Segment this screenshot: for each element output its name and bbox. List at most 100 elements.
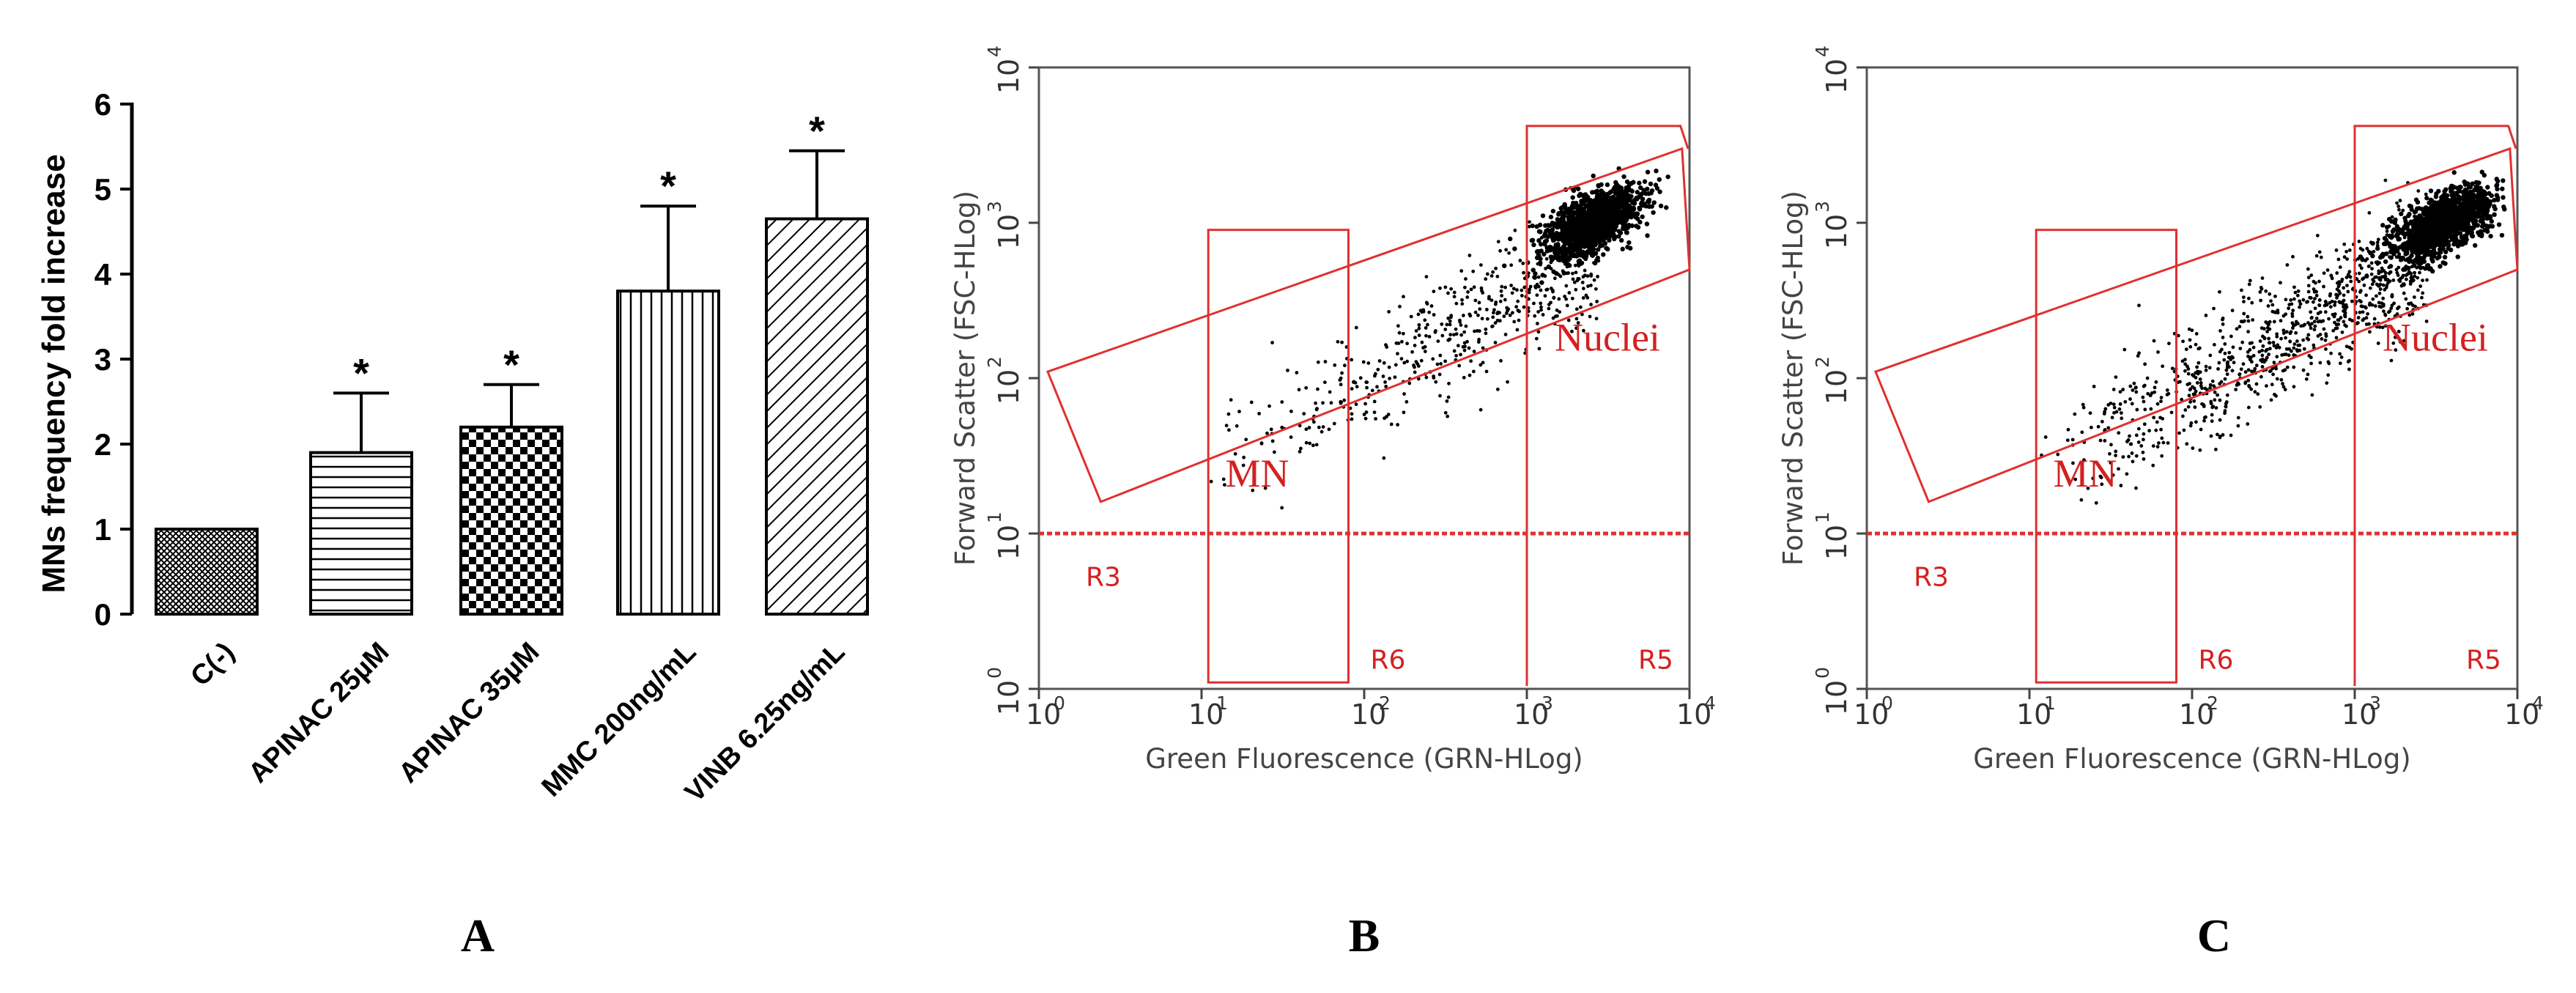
data-point [1417,333,1421,337]
data-point [2208,385,2212,390]
data-point [1626,240,1632,246]
data-point [1548,245,1554,250]
data-point [2432,240,2438,246]
data-point [1304,385,1309,390]
data-point [1316,387,1320,391]
data-point [2157,441,2161,445]
data-point [2196,347,2201,351]
data-point [2449,224,2454,229]
data-point [1536,229,1542,235]
x-tick-exponent: 0 [1054,693,1065,714]
data-point [2285,263,2290,267]
gate-r6 [2035,229,2177,684]
data-point [2396,306,2399,311]
panel-label-a: A [461,909,495,961]
data-point [2232,361,2236,365]
data-point [1508,236,1513,242]
data-point [2099,476,2103,479]
data-point [2370,282,2375,287]
data-point [2324,347,2328,351]
data-point [2147,429,2152,433]
data-point [2288,339,2292,344]
data-point [2081,405,2086,410]
data-point [2284,352,2288,356]
data-point [2419,207,2425,212]
data-point [1316,360,1320,364]
data-point [2501,178,2506,183]
data-point [2370,303,2375,307]
data-point [2484,225,2490,231]
data-point [1645,186,1650,192]
data-point [2130,451,2134,455]
data-point [2096,424,2101,429]
data-point [2420,295,2424,300]
data-point [2284,330,2289,334]
data-point [1386,413,1391,417]
data-point [1440,322,1444,326]
y-tick-label: 10 [993,369,1025,405]
data-point [1471,369,1476,374]
data-point [2486,204,2492,210]
data-point [1417,322,1421,327]
data-point [2327,317,2331,321]
data-point [2182,428,2186,432]
data-point [2448,229,2453,235]
data-point [2180,359,2185,363]
data-point [1432,376,1436,380]
data-point [1572,252,1577,257]
data-point [2437,237,2442,243]
data-point [2470,199,2475,204]
data-point [2442,242,2447,248]
data-point [2274,346,2279,350]
data-point [1459,323,1463,328]
gate-label-r6: R6 [2198,645,2233,675]
data-point [2368,286,2372,290]
data-point [2365,246,2369,251]
data-point [1616,188,1622,193]
data-point [2127,454,2131,459]
data-point [1554,221,1560,226]
data-point [2186,405,2191,409]
data-point [1498,299,1503,303]
data-point [2361,310,2365,314]
data-point [2281,369,2285,373]
data-point [1561,221,1567,226]
data-point [1556,210,1562,216]
data-point [1643,204,1648,209]
data-point [2397,265,2401,270]
data-point [2440,218,2446,223]
data-point [2285,365,2290,369]
data-point [2470,192,2476,197]
data-point [2473,243,2478,248]
data-point [2401,267,2406,273]
data-point [2139,444,2144,448]
data-point [1505,306,1509,310]
data-point [1396,423,1400,427]
data-point [2336,318,2341,322]
data-point [2388,264,2394,269]
data-point [1594,258,1599,263]
data-point [1332,421,1336,426]
data-point [1577,252,1583,258]
data-point [2399,211,2404,217]
data-point [2229,355,2234,359]
data-point [2465,181,2470,186]
data-point [2153,390,2157,394]
data-point [2401,208,2405,213]
data-point [1414,329,1418,333]
data-point [2328,292,2333,296]
data-point [2217,361,2221,365]
category-label: VINB 6.25ng/mL [679,637,851,808]
data-point [1314,401,1317,405]
data-point [1621,213,1626,218]
data-point [2160,436,2164,440]
data-point [2395,201,2399,205]
data-point [1478,307,1482,311]
data-point [1480,289,1484,293]
data-point [2123,399,2128,404]
data-point [2143,407,2147,412]
data-point [2480,188,2485,194]
data-point [1512,246,1517,251]
data-point [1504,248,1509,252]
data-point [2469,233,2475,239]
